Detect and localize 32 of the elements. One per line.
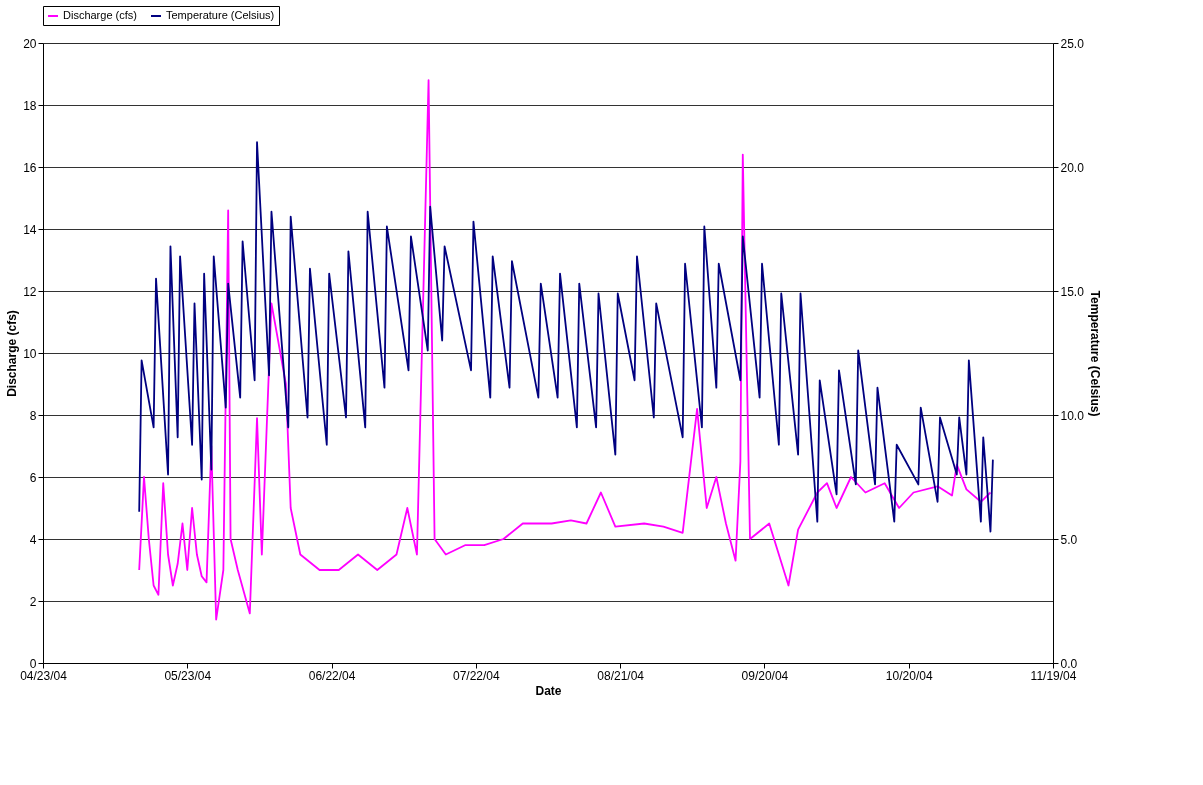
line-series xyxy=(138,79,992,621)
legend-label: Discharge (cfs) xyxy=(63,9,137,21)
y2-tick-label: 15.0 xyxy=(1060,284,1085,299)
y-tick-label: 12 xyxy=(23,284,37,299)
x-axis-title: Date xyxy=(535,683,562,698)
y2-tick-label: 20.0 xyxy=(1060,160,1085,175)
y2-axis-title: Temperature (Celsius) xyxy=(1087,290,1102,417)
x-tick-label: 11/19/04 xyxy=(1030,668,1077,683)
y2-tick-label: 25.0 xyxy=(1060,36,1085,51)
legend-label: Temperature (Celsius) xyxy=(166,9,275,21)
y-tick-label: 2 xyxy=(29,594,37,609)
y-axis-title: Discharge (cfs) xyxy=(5,310,20,397)
y-tick-label: 18 xyxy=(23,98,37,113)
y2-tick-label: 0.0 xyxy=(1060,656,1078,671)
y-tick-label: 4 xyxy=(29,532,37,547)
x-tick-label: 05/23/04 xyxy=(164,668,212,683)
line-series xyxy=(138,141,994,533)
x-tick-label: 04/23/04 xyxy=(20,668,68,683)
x-tick-label: 10/20/04 xyxy=(885,668,933,683)
x-tick-label: 06/22/04 xyxy=(308,668,356,683)
y-tick-label: 0 xyxy=(29,656,37,671)
y-tick-label: 20 xyxy=(23,36,37,51)
y-tick-label: 6 xyxy=(29,470,37,485)
y-tick-label: 14 xyxy=(23,222,37,237)
y2-tick-label: 10.0 xyxy=(1060,408,1085,423)
x-tick-label: 07/22/04 xyxy=(453,668,501,683)
y-tick-label: 10 xyxy=(23,346,37,361)
y-tick-label: 8 xyxy=(29,408,37,423)
y2-tick-label: 5.0 xyxy=(1060,532,1078,547)
x-tick-label: 09/20/04 xyxy=(741,668,789,683)
y-tick-label: 16 xyxy=(23,160,37,175)
x-tick-label: 08/21/04 xyxy=(597,668,645,683)
